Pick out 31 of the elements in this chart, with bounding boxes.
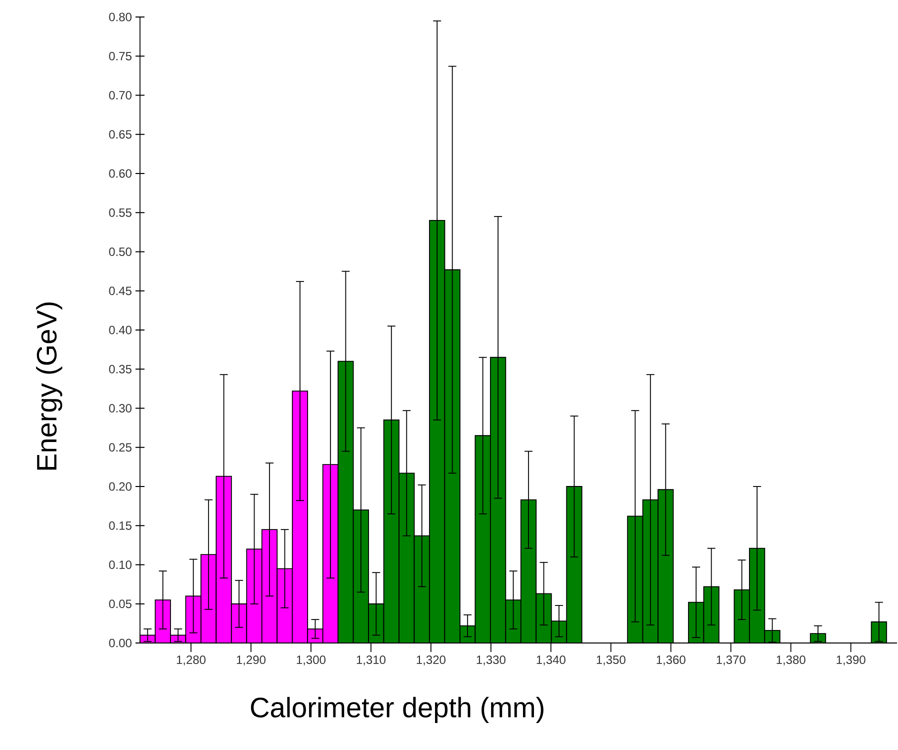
x-tick-label: 1,370	[716, 656, 746, 666]
y-tick-label: 0.25	[109, 443, 132, 452]
x-tick-label: 1,350	[596, 656, 626, 666]
x-tick-label: 1,390	[836, 656, 866, 666]
y-tick-label: 0.30	[109, 404, 132, 413]
y-tick-label: 0.50	[109, 248, 132, 256]
y-tick-label: 0.00	[109, 638, 132, 648]
y-tick-label: 0.35	[109, 364, 132, 374]
y-tick-label: 0.80	[109, 12, 132, 22]
x-axis-title: Calorimeter depth (mm)	[250, 696, 544, 724]
y-tick-label: 0.55	[109, 208, 132, 217]
x-tick-label: 1,380	[776, 656, 806, 666]
x-tick-label: 1,330	[476, 656, 506, 666]
y-tick-label: 0.20	[109, 482, 132, 491]
x-tick-label: 1,360	[656, 656, 686, 666]
x-tick-label: 1,340	[536, 656, 566, 666]
y-tick-label: 0.05	[109, 600, 132, 608]
x-tick-label: 1,300	[296, 656, 326, 666]
y-tick-label: 0.70	[109, 91, 132, 100]
y-tick-label: 0.60	[109, 169, 132, 178]
y-tick-label: 0.10	[109, 560, 132, 570]
y-tick-label: 0.75	[109, 52, 132, 60]
y-axis-title: Energy (GeV)	[36, 302, 62, 470]
x-tick-label: 1,290	[236, 656, 266, 666]
y-tick-label: 0.40	[109, 326, 132, 334]
x-tick-label: 1,310	[356, 656, 386, 666]
y-tick-label: 0.65	[109, 130, 132, 139]
y-tick-label: 0.45	[109, 286, 132, 296]
y-tick-label: 0.15	[109, 521, 132, 530]
x-tick-label: 1,280	[176, 656, 206, 666]
x-tick-label: 1,320	[416, 656, 446, 666]
